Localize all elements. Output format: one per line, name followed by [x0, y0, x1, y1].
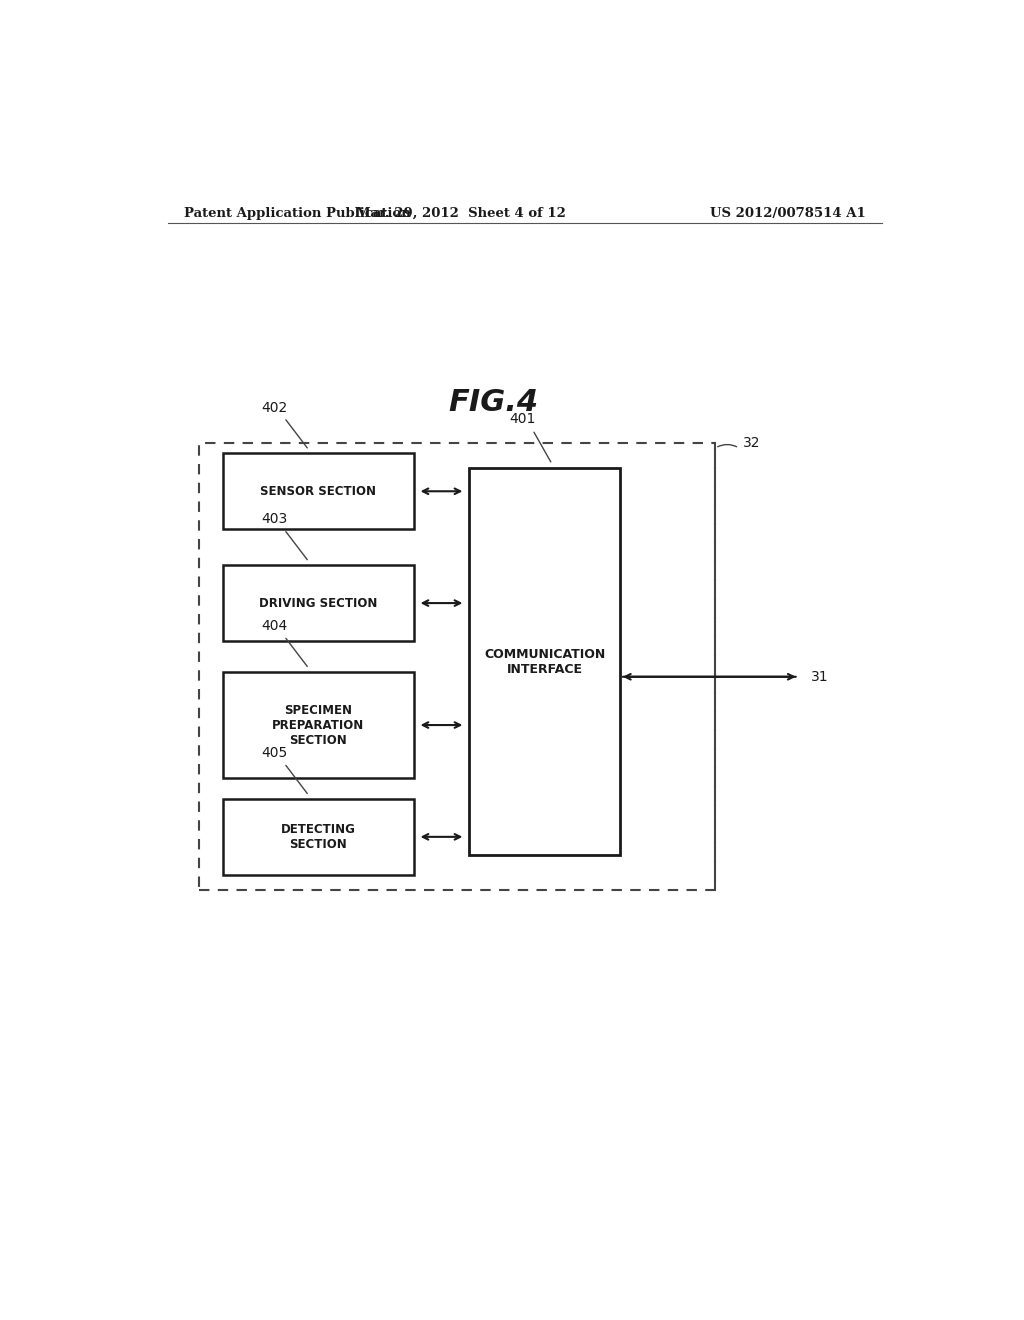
- Text: 403: 403: [261, 512, 288, 527]
- Text: SPECIMEN
PREPARATION
SECTION: SPECIMEN PREPARATION SECTION: [272, 704, 365, 747]
- Text: SENSOR SECTION: SENSOR SECTION: [260, 484, 377, 498]
- Text: 404: 404: [261, 619, 288, 634]
- Bar: [223, 453, 414, 529]
- Text: US 2012/0078514 A1: US 2012/0078514 A1: [711, 207, 866, 220]
- Bar: [200, 444, 715, 890]
- Text: FIG.4: FIG.4: [447, 388, 539, 417]
- Text: DRIVING SECTION: DRIVING SECTION: [259, 597, 378, 610]
- Text: 401: 401: [509, 412, 536, 426]
- Text: 32: 32: [743, 436, 761, 450]
- Bar: [223, 565, 414, 642]
- Text: COMMUNICATION
INTERFACE: COMMUNICATION INTERFACE: [484, 648, 605, 676]
- Bar: [469, 469, 621, 854]
- Text: 31: 31: [811, 669, 828, 684]
- Text: Patent Application Publication: Patent Application Publication: [183, 207, 411, 220]
- Bar: [223, 672, 414, 779]
- Text: DETECTING
SECTION: DETECTING SECTION: [281, 822, 356, 851]
- Text: 402: 402: [261, 400, 288, 414]
- Bar: [223, 799, 414, 875]
- Text: Mar. 29, 2012  Sheet 4 of 12: Mar. 29, 2012 Sheet 4 of 12: [356, 207, 566, 220]
- Text: 405: 405: [261, 746, 288, 760]
